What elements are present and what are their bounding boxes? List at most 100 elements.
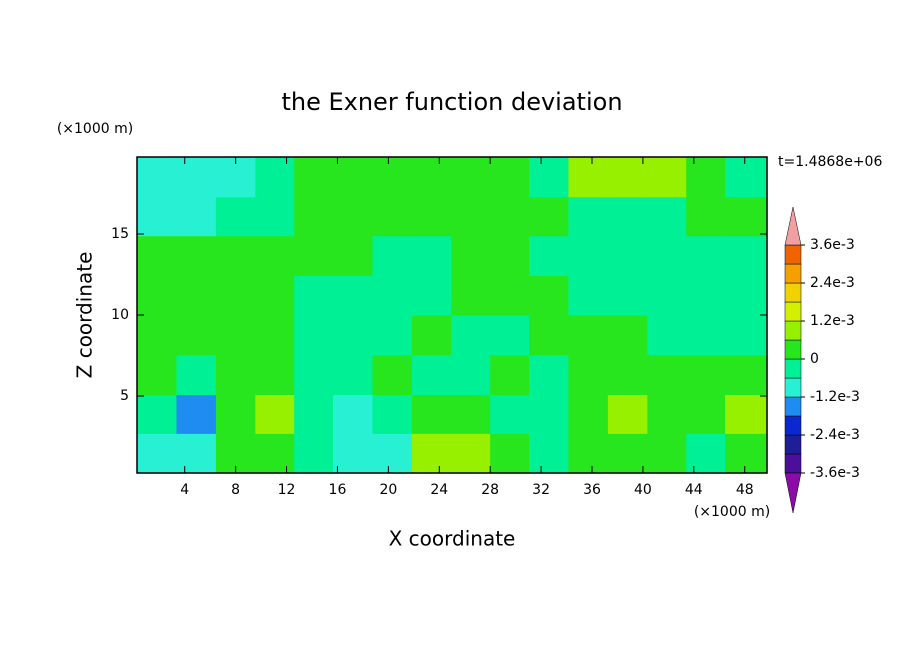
colorbar-box (784, 415, 802, 436)
x-tick-label: 44 (685, 482, 703, 498)
field-cell (529, 235, 570, 276)
field-cell (372, 394, 413, 434)
field-cell (333, 433, 374, 474)
field-cell (451, 433, 491, 474)
field-cell (137, 196, 178, 237)
field (137, 157, 768, 474)
field-cell (176, 315, 217, 356)
field-cell (647, 196, 687, 237)
colorbar-box (784, 434, 802, 455)
field-cell (255, 275, 295, 316)
y-tick-label: 10 (111, 307, 129, 323)
field-cell (176, 235, 217, 276)
field-cell (490, 157, 530, 198)
field-cell (451, 196, 491, 237)
field-cell (137, 275, 178, 316)
field-cell (215, 354, 256, 396)
field-cell (725, 433, 768, 474)
field-cell (333, 196, 374, 237)
field-cell (255, 157, 295, 198)
field-cell (568, 354, 609, 396)
field-cell (490, 394, 530, 434)
field-cell (529, 433, 570, 474)
field-cell (137, 433, 178, 474)
field-cell (647, 235, 687, 276)
field-cell (176, 394, 217, 434)
field-cell (176, 157, 217, 198)
field-cell (686, 235, 726, 276)
field-cell (490, 235, 530, 276)
chart-title: the Exner function deviation (281, 88, 622, 116)
field-cell (490, 354, 530, 396)
field-cell (725, 394, 768, 434)
colorbar-box (784, 263, 802, 284)
field-cell (294, 235, 334, 276)
colorbar-label: 3.6e-3 (810, 237, 855, 253)
field-cell (372, 157, 413, 198)
field-cell (607, 394, 648, 434)
field-cell (568, 157, 609, 198)
field-cell (647, 394, 687, 434)
field-cell (607, 433, 648, 474)
field-cell (647, 354, 687, 396)
field-cell (294, 196, 334, 237)
colorbar-box (784, 377, 802, 398)
colorbar-extend (784, 472, 802, 514)
field-cell (176, 275, 217, 316)
field-cell (568, 394, 609, 434)
x-tick-label: 36 (583, 482, 601, 498)
field-cell (411, 157, 452, 198)
field-cell (607, 196, 648, 237)
field-cell (607, 315, 648, 356)
field-cell (294, 157, 334, 198)
field-cell (647, 315, 687, 356)
field-cell (255, 394, 295, 434)
x-unit: (×1000 m) (694, 504, 770, 520)
field-cell (686, 433, 726, 474)
field-cell (372, 315, 413, 356)
field-cell (333, 275, 374, 316)
field-cell (607, 157, 648, 198)
field-cell (451, 394, 491, 434)
field-cell (568, 433, 609, 474)
colorbar-box (784, 358, 802, 379)
field-cell (725, 196, 768, 237)
colorbar-box (784, 339, 802, 360)
y-tick-label: 5 (120, 388, 129, 404)
x-tick-label: 32 (532, 482, 550, 498)
time-label: t=1.4868e+06 (778, 154, 882, 170)
field-cell (607, 275, 648, 316)
colorbar-box (784, 244, 802, 265)
x-tick-label: 4 (180, 482, 189, 498)
colorbar-box (784, 301, 802, 322)
field-cell (686, 315, 726, 356)
field-cell (725, 315, 768, 356)
x-tick-label: 16 (329, 482, 347, 498)
field-cell (725, 275, 768, 316)
colorbar-extend (784, 206, 802, 246)
field-cell (451, 235, 491, 276)
x-tick-label: 8 (231, 482, 240, 498)
field-cell (137, 235, 178, 276)
y-axis-label: Z coordinate (73, 252, 97, 379)
field-cell (568, 235, 609, 276)
colorbar-label: 2.4e-3 (810, 275, 855, 291)
field-cell (411, 433, 452, 474)
colorbar-box (784, 320, 802, 341)
field-cell (294, 394, 334, 434)
x-tick-label: 20 (379, 482, 397, 498)
field-cell (686, 354, 726, 396)
field-cell (490, 433, 530, 474)
x-tick-label: 24 (430, 482, 448, 498)
field-cell (255, 354, 295, 396)
field-cell (372, 354, 413, 396)
field-cell (255, 433, 295, 474)
x-tick-label: 12 (278, 482, 296, 498)
field-cell (647, 433, 687, 474)
colorbar-label: 1.2e-3 (810, 313, 855, 329)
field-cell (176, 354, 217, 396)
field-cell (568, 315, 609, 356)
field-cell (333, 235, 374, 276)
field-cell (725, 354, 768, 396)
